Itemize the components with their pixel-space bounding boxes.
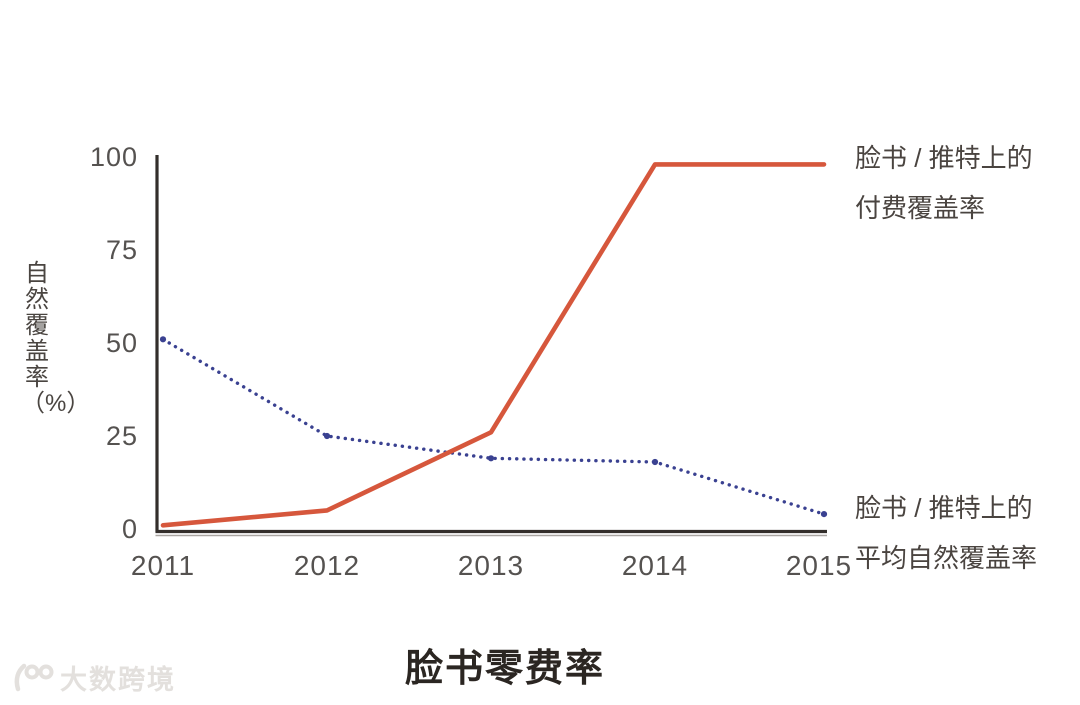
paid-reach-legend: 脸书 / 推特上的 付费覆盖率 — [855, 133, 1075, 233]
organic-reach-point — [323, 432, 331, 440]
paid-reach-legend-line2: 付费覆盖率 — [855, 193, 986, 223]
x-axis-title: 脸书零费率 — [404, 648, 605, 690]
organic-reach-point — [159, 336, 167, 343]
x-tick-2015: 2015 — [785, 550, 853, 581]
paid-reach-line — [160, 162, 827, 528]
organic-reach-point — [651, 458, 659, 466]
y-tick-25: 25 — [105, 421, 138, 451]
organic-reach-legend-line1: 脸书 / 推特上的 — [855, 493, 1033, 523]
y-tick-100: 100 — [89, 142, 138, 172]
watermark: 大数跨境 — [8, 658, 176, 697]
x-tick-2013: 2013 — [457, 550, 525, 581]
organic-reach-legend: 脸书 / 推特上的 平均自然覆盖率 — [855, 483, 1075, 583]
organic-reach-markers — [159, 336, 828, 518]
x-tick-2014: 2014 — [621, 550, 689, 581]
y-axis-title: 自然覆盖率（%） — [21, 260, 91, 417]
x-tick-2012: 2012 — [293, 550, 361, 581]
organic-reach-point — [820, 510, 828, 518]
y-tick-50: 50 — [105, 328, 138, 358]
watermark-logo-icon — [14, 663, 54, 691]
x-tick-2011: 2011 — [130, 550, 196, 581]
organic-reach-point — [487, 455, 495, 462]
y-tick-75: 75 — [105, 235, 138, 265]
y-tick-0: 0 — [121, 514, 138, 544]
watermark-text: 大数跨境 — [60, 665, 176, 695]
organic-reach-legend-line2: 平均自然覆盖率 — [855, 543, 1038, 573]
paid-reach-legend-line1: 脸书 / 推特上的 — [855, 143, 1033, 173]
